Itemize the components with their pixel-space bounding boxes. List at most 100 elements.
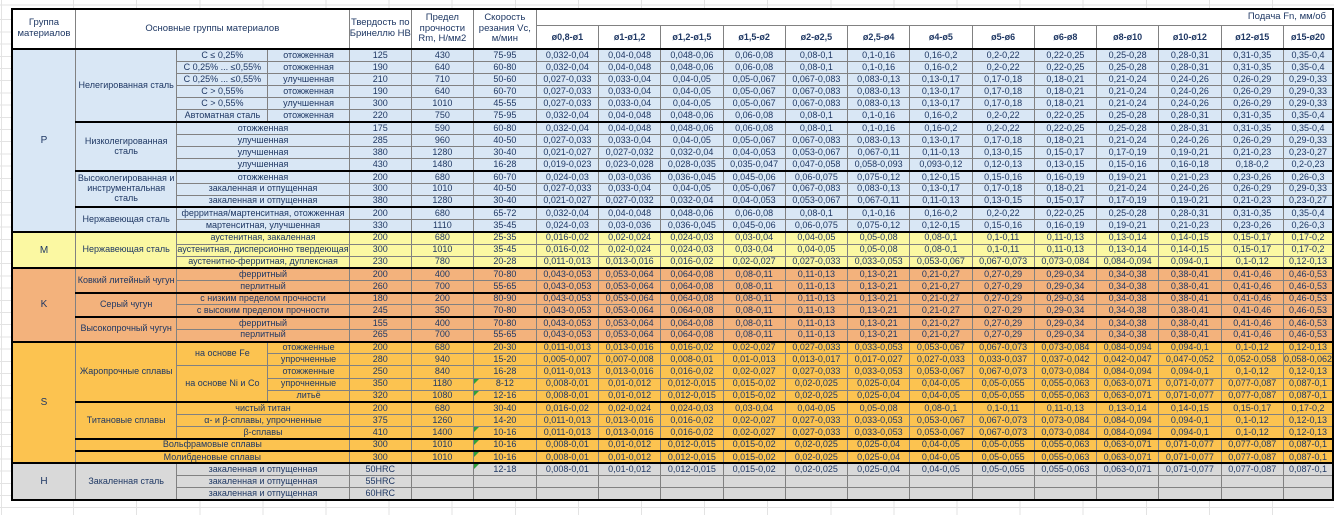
feed-cell[interactable]: 0,04-0,05 <box>909 462 973 477</box>
feed-cell[interactable]: 0,005-0,007 <box>535 353 600 367</box>
strength-cell[interactable]: 700 <box>410 280 474 294</box>
feed-cell[interactable]: 0,024-0,03 <box>660 401 724 416</box>
feed-cell[interactable]: 0,027-0,033 <box>535 85 600 99</box>
material-cell[interactable]: улучшенная <box>267 97 350 111</box>
feed-cell[interactable]: 0,1-0,12 <box>1220 426 1284 440</box>
feed-cell[interactable]: 0,067-0,073 <box>971 365 1035 379</box>
feed-cell[interactable]: 0,084-0,094 <box>1095 365 1160 379</box>
strength-cell[interactable]: 710 <box>410 72 474 87</box>
material-cell[interactable]: закаленная и отпущенная <box>176 194 350 208</box>
speed-cell[interactable]: 55-65 <box>472 328 537 343</box>
feed-cell[interactable]: 0,011-0,013 <box>535 426 600 440</box>
feed-cell[interactable]: 0,19-0,21 <box>1095 219 1160 233</box>
hardness-cell[interactable]: 300 <box>348 243 412 257</box>
feed-cell[interactable]: 0,2-0,22 <box>971 48 1035 62</box>
speed-cell[interactable]: 35-45 <box>472 243 537 257</box>
feed-cell[interactable]: 0,027-0,033 <box>535 72 600 87</box>
feed-cell[interactable] <box>660 475 724 489</box>
feed-cell[interactable]: 0,025-0,04 <box>846 377 911 391</box>
feed-cell[interactable]: 0,05-0,055 <box>971 462 1035 477</box>
header-main-groups[interactable]: Основные группы материалов <box>74 8 350 50</box>
feed-cell[interactable]: 0,15-0,17 <box>1220 243 1284 257</box>
feed-cell[interactable]: 0,13-0,14 <box>1095 401 1160 416</box>
feed-cell[interactable]: 0,12-0,13 <box>971 158 1035 172</box>
feed-cell[interactable]: 0,01-0,012 <box>597 437 662 452</box>
feed-cell[interactable]: 0,043-0,053 <box>535 328 600 343</box>
material-cell[interactable]: литьё <box>267 389 350 403</box>
feed-cell[interactable]: 0,38-0,41 <box>1158 304 1222 318</box>
feed-cell[interactable]: 0,077-0,087 <box>1220 437 1284 452</box>
feed-cell[interactable]: 0,17-0,2 <box>1282 243 1334 257</box>
feed-cell[interactable]: 0,29-0,34 <box>1033 304 1098 318</box>
feed-cell[interactable]: 0,38-0,41 <box>1158 280 1222 294</box>
feed-cell[interactable]: 0,071-0,077 <box>1158 450 1222 464</box>
strength-cell[interactable]: 1010 <box>410 97 474 111</box>
feed-cell[interactable]: 0,015-0,02 <box>722 377 786 391</box>
feed-cell[interactable]: 0,027-0,033 <box>784 340 849 355</box>
feed-cell[interactable]: 0,46-0,53 <box>1282 267 1334 282</box>
feed-cell[interactable]: 0,05-0,055 <box>971 450 1035 464</box>
feed-cell[interactable]: 0,27-0,29 <box>971 291 1035 306</box>
material-cell[interactable]: Автоматная сталь <box>176 109 269 123</box>
feed-cell[interactable]: 0,34-0,38 <box>1095 291 1160 306</box>
feed-diameter-header[interactable]: ø1,5-ø2 <box>722 24 786 50</box>
feed-cell[interactable]: 0,073-0,084 <box>1033 414 1098 428</box>
feed-cell[interactable]: 0,047-0,052 <box>1158 353 1222 367</box>
speed-cell[interactable]: 60-70 <box>472 169 537 184</box>
group-letter-cell-S[interactable]: S <box>11 340 76 464</box>
feed-cell[interactable]: 0,08-0,1 <box>909 230 973 245</box>
feed-cell[interactable]: 0,21-0,27 <box>909 280 973 294</box>
feed-cell[interactable]: 0,024-0,03 <box>535 219 600 233</box>
feed-cell[interactable]: 0,35-0,4 <box>1282 121 1334 135</box>
feed-cell[interactable]: 0,02-0,025 <box>784 462 849 477</box>
feed-cell[interactable]: 0,21-0,27 <box>909 267 973 282</box>
feed-cell[interactable]: 0,11-0,13 <box>909 145 973 160</box>
feed-cell[interactable]: 0,02-0,024 <box>597 230 662 245</box>
feed-cell[interactable]: 0,055-0,063 <box>1033 462 1098 477</box>
feed-cell[interactable]: 0,012-0,015 <box>660 462 724 477</box>
feed-cell[interactable]: 0,38-0,41 <box>1158 291 1222 306</box>
feed-cell[interactable]: 0,083-0,13 <box>846 97 911 111</box>
material-cell[interactable]: улучшенная <box>176 133 350 148</box>
feed-cell[interactable] <box>1095 487 1160 501</box>
feed-cell[interactable]: 0,083-0,13 <box>846 182 911 196</box>
feed-cell[interactable]: 0,25-0,28 <box>1095 121 1160 135</box>
feed-cell[interactable]: 0,14-0,15 <box>1158 230 1222 245</box>
feed-cell[interactable]: 0,31-0,35 <box>1220 206 1284 221</box>
feed-cell[interactable]: 0,058-0,062 <box>1282 353 1334 367</box>
feed-cell[interactable]: 0,05-0,08 <box>846 243 911 257</box>
strength-cell[interactable]: 430 <box>410 48 474 62</box>
feed-cell[interactable]: 0,15-0,16 <box>971 169 1035 184</box>
speed-cell[interactable]: 10-16 <box>472 426 537 440</box>
feed-cell[interactable]: 0,16-0,2 <box>909 109 973 123</box>
feed-cell[interactable]: 0,08-0,11 <box>722 304 786 318</box>
hardness-cell[interactable]: 380 <box>348 145 412 160</box>
feed-cell[interactable]: 0,077-0,087 <box>1220 377 1284 391</box>
feed-cell[interactable]: 0,08-0,1 <box>784 121 849 135</box>
speed-cell[interactable]: 70-80 <box>472 267 537 282</box>
feed-cell[interactable]: 0,11-0,13 <box>784 316 849 330</box>
feed-cell[interactable]: 0,24-0,26 <box>1158 85 1222 99</box>
feed-cell[interactable]: 0,077-0,087 <box>1220 389 1284 403</box>
feed-cell[interactable]: 0,055-0,063 <box>1033 437 1098 452</box>
feed-diameter-header[interactable]: ø15-ø20 <box>1282 24 1334 50</box>
feed-cell[interactable]: 0,013-0,016 <box>597 414 662 428</box>
feed-cell[interactable]: 0,23-0,26 <box>1220 219 1284 233</box>
feed-cell[interactable]: 0,02-0,024 <box>597 401 662 416</box>
material-cell[interactable]: улучшенная <box>176 158 350 172</box>
feed-cell[interactable]: 0,045-0,06 <box>722 219 786 233</box>
feed-cell[interactable]: 0,1-0,11 <box>971 401 1035 416</box>
feed-cell[interactable]: 0,027-0,032 <box>597 145 662 160</box>
hardness-cell[interactable]: 200 <box>348 267 412 282</box>
hardness-cell[interactable]: 245 <box>348 304 412 318</box>
feed-cell[interactable]: 0,067-0,073 <box>971 340 1035 355</box>
feed-cell[interactable]: 0,17-0,19 <box>1095 145 1160 160</box>
feed-cell[interactable]: 0,043-0,053 <box>535 267 600 282</box>
strength-cell[interactable]: 1180 <box>410 377 474 391</box>
feed-cell[interactable]: 0,04-0,048 <box>597 109 662 123</box>
feed-cell[interactable]: 0,04-0,05 <box>660 85 724 99</box>
strength-cell[interactable]: 1400 <box>410 426 474 440</box>
speed-cell[interactable]: 75-95 <box>472 48 537 62</box>
feed-cell[interactable]: 0,04-0,05 <box>660 72 724 87</box>
feed-cell[interactable]: 0,071-0,077 <box>1158 389 1222 403</box>
